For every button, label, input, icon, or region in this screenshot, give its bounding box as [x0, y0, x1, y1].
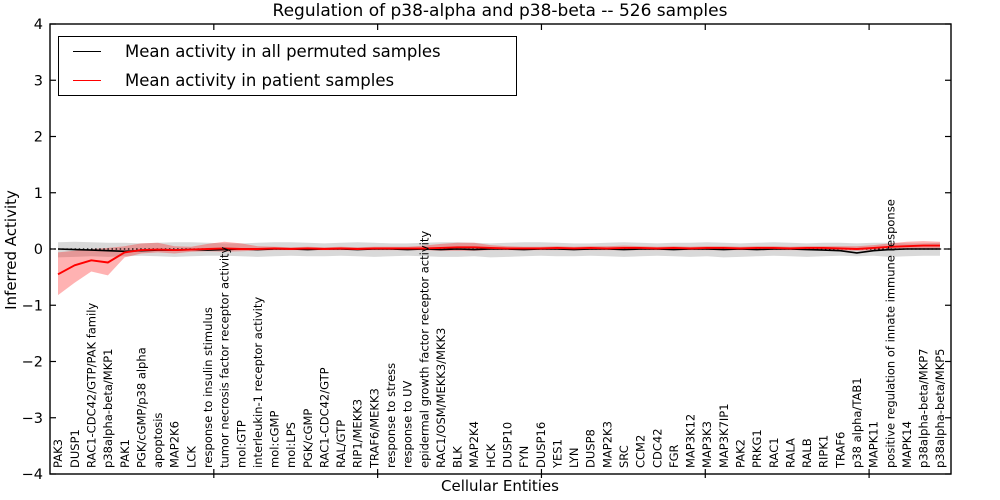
y-tick-label: 4 [34, 17, 43, 33]
x-category-label: SRC [617, 445, 631, 468]
x-category-label: RAC1-CDC42/GTP/PAK family [85, 303, 99, 468]
x-category-label: HCK [484, 443, 498, 468]
y-tick-label: 1 [34, 186, 43, 202]
x-category-label: DUSP1 [68, 429, 82, 468]
x-category-label: epidermal growth factor receptor activit… [417, 231, 431, 468]
x-category-label: MAPK11 [867, 421, 881, 468]
x-category-label: LCK [184, 446, 198, 468]
x-category-label: RAC1 [767, 437, 781, 468]
x-category-label: TRAF6 [833, 432, 847, 469]
x-category-label: RIP1/MEKK3 [351, 399, 365, 468]
x-category-label: PAK2 [734, 439, 748, 468]
x-category-label: apoptosis [151, 413, 165, 468]
x-category-label: FYN [517, 446, 531, 468]
x-axis-label: Cellular Entities [441, 477, 559, 495]
x-category-label: p38alpha-beta/MKP7 [917, 349, 931, 468]
red-line-swatch-icon [73, 80, 101, 81]
y-tick-label: −4 [22, 467, 43, 483]
y-tick-label: 0 [34, 242, 43, 258]
x-category-label: BLK [451, 446, 465, 468]
x-category-label: PAK3 [51, 439, 65, 468]
x-category-label: response to insulin stimulus [201, 307, 215, 468]
x-category-label: DUSP10 [501, 422, 515, 468]
x-category-label: MAP2K4 [467, 421, 481, 468]
x-category-label: DUSP16 [534, 422, 548, 468]
x-category-label: response to stress [384, 363, 398, 468]
x-category-label: tumor necrosis factor receptor activity [218, 246, 232, 468]
x-category-label: RIPK1 [817, 435, 831, 468]
x-category-label: PGK/cGMP [301, 409, 315, 468]
x-category-label: RAC1-CDC42/GTP [318, 367, 332, 468]
x-category-label: FGR [667, 444, 681, 468]
x-category-label: mol:cGMP [268, 411, 282, 468]
black-line-swatch-icon [73, 51, 101, 52]
patient-range-band [58, 241, 940, 296]
y-tick-label: −2 [22, 355, 43, 371]
x-category-label: LYN [567, 447, 581, 468]
x-category-label: positive regulation of innate immune res… [883, 199, 897, 468]
x-category-label: MAP2K3 [600, 421, 614, 468]
x-category-label: DUSP8 [584, 429, 598, 468]
legend: Mean activity in all permuted samples Me… [58, 36, 517, 96]
y-tick-label: 3 [34, 73, 43, 89]
x-category-label: p38alpha-beta/MKP1 [101, 349, 115, 468]
legend-label-patient: Mean activity in patient samples [125, 71, 395, 90]
x-category-label: CDC42 [650, 428, 664, 468]
legend-item-patient: Mean activity in patient samples [59, 70, 516, 92]
x-category-label: RALA [783, 438, 797, 468]
y-tick-label: 2 [34, 130, 43, 146]
chart-title: Regulation of p38-alpha and p38-beta -- … [272, 1, 728, 21]
x-category-label: MAP3K7IP1 [717, 403, 731, 468]
y-axis-label: Inferred Activity [2, 190, 20, 310]
x-category-label: PAK1 [118, 439, 132, 468]
x-category-label: p38 alpha/TAB1 [850, 377, 864, 468]
x-category-label: MAP3K3 [700, 421, 714, 468]
x-category-label: RAL/GTP [334, 420, 348, 468]
x-category-label: RAC1/OSM/MEKK3/MKK3 [434, 328, 448, 468]
x-category-label: MAP3K12 [684, 414, 698, 468]
patient-mean-line [57, 244, 940, 276]
x-category-label: TRAF6/MEKK3 [367, 388, 381, 469]
x-category-label: MAPK14 [900, 421, 914, 468]
x-category-label: PRKG1 [750, 429, 764, 468]
x-category-label: p38alpha-beta/MKP5 [933, 349, 947, 468]
x-category-label: RALB [800, 438, 814, 468]
y-tick-label: −1 [22, 298, 43, 314]
x-category-label: interleukin-1 receptor activity [251, 297, 265, 468]
x-category-label: mol:GTP [234, 420, 248, 468]
x-category-label: MAP2K6 [168, 421, 182, 468]
y-tick-label: −3 [22, 411, 43, 427]
legend-item-permuted: Mean activity in all permuted samples [59, 41, 516, 63]
x-category-label: response to UV [401, 380, 415, 468]
x-category-label: CCM2 [634, 435, 648, 468]
x-category-label: YES1 [550, 439, 564, 469]
x-category-label: mol:LPS [284, 422, 298, 468]
legend-label-permuted: Mean activity in all permuted samples [125, 42, 441, 61]
x-category-label: PGK/cGMP/p38 alpha [134, 347, 148, 468]
